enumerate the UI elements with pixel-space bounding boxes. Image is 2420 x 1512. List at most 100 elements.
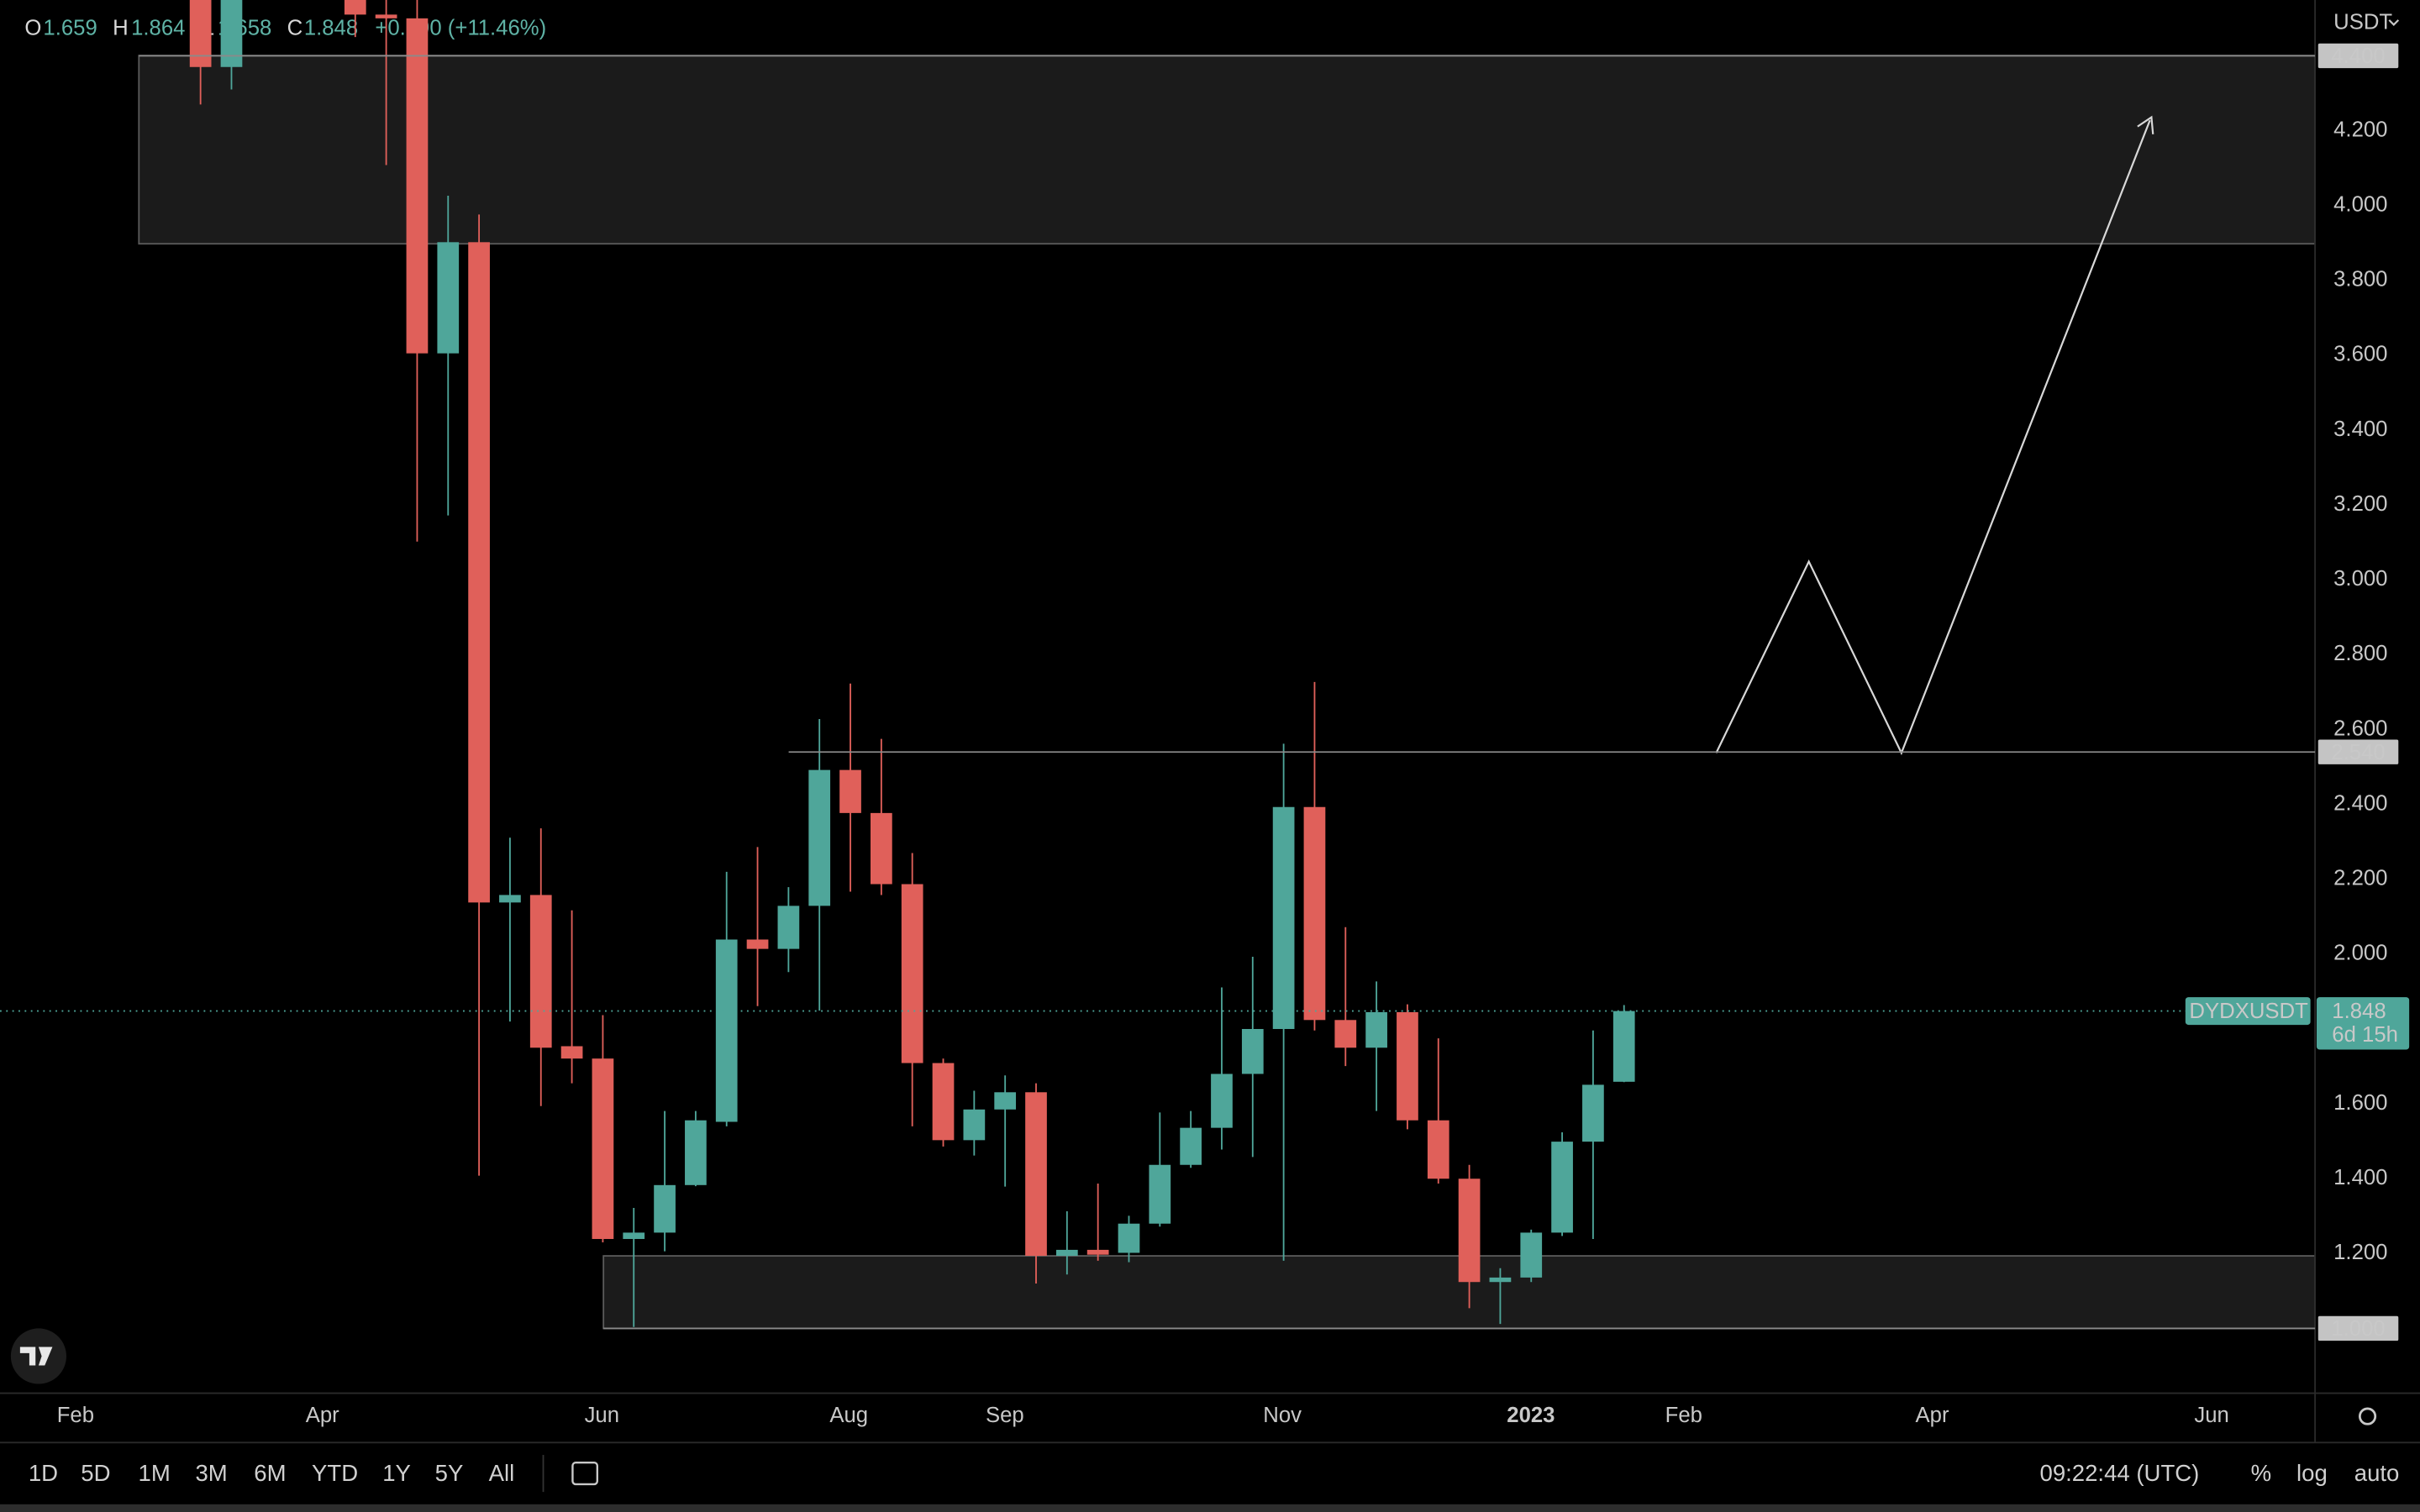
range-button[interactable]: All	[489, 1460, 515, 1486]
candle-body	[623, 1232, 645, 1239]
ohlc-label: O	[24, 17, 41, 40]
y-tick-label: 3.400	[2333, 417, 2387, 441]
auto-button[interactable]: auto	[2354, 1460, 2400, 1486]
range-button[interactable]: 6M	[254, 1460, 286, 1486]
candle-body	[189, 0, 212, 67]
range-button[interactable]: 5Y	[435, 1460, 464, 1486]
x-tick-label: Feb	[1665, 1404, 1702, 1427]
date-range-icon[interactable]	[571, 1462, 599, 1486]
y-tick-label: 2.800	[2333, 642, 2387, 665]
candle-body	[1025, 1092, 1047, 1257]
candle-body	[654, 1184, 676, 1233]
range-button[interactable]: 1M	[139, 1460, 171, 1486]
candle-body	[777, 906, 800, 949]
level-label-box	[2317, 43, 2399, 69]
range-button[interactable]: 1Y	[382, 1460, 411, 1486]
candle-body	[1118, 1223, 1140, 1253]
candle-body	[1334, 1020, 1357, 1048]
ohlc-label: H	[113, 17, 129, 40]
candle-body	[1365, 1011, 1387, 1048]
candle-body	[901, 884, 923, 1063]
y-tick-label: 2.200	[2333, 867, 2387, 890]
x-tick-label: Sep	[986, 1404, 1024, 1427]
y-tick-label: 3.000	[2333, 567, 2387, 591]
y-tick-label: 4.200	[2333, 118, 2387, 141]
x-tick-label: Aug	[829, 1404, 868, 1427]
range-button[interactable]: YTD	[312, 1460, 358, 1486]
candle-body	[685, 1120, 707, 1185]
candle-body	[344, 0, 366, 15]
level-label: 4.400	[2331, 45, 2385, 68]
settings-icon[interactable]	[2358, 1407, 2377, 1425]
symbol-box	[2185, 997, 2311, 1026]
ohlc-value: 1.848	[304, 17, 358, 40]
candle-body	[1180, 1127, 1202, 1165]
y-tick-label: 3.800	[2333, 268, 2387, 291]
candle-body	[1397, 1011, 1418, 1121]
candle-body	[1489, 1277, 1512, 1283]
y-tick-label: 2.400	[2333, 791, 2387, 815]
countdown-label: 6d 15h	[2332, 1023, 2398, 1047]
x-tick-label: Jun	[2194, 1404, 2228, 1427]
logo-mark	[19, 1347, 53, 1366]
projection-path	[1715, 119, 2151, 756]
candle-body	[1612, 1011, 1635, 1082]
y-tick-label: 4.000	[2333, 192, 2387, 216]
candle-body	[529, 895, 552, 1048]
candle-body	[1241, 1028, 1264, 1074]
range-button[interactable]: 5D	[81, 1460, 110, 1486]
y-tick-label: 1.600	[2333, 1091, 2387, 1115]
change-value: +0.190 (+11.46%)	[375, 17, 546, 40]
y-tick-label: 1.400	[2333, 1166, 2387, 1189]
candle-body	[1458, 1179, 1481, 1283]
currency-chevron[interactable]	[2388, 19, 2400, 26]
toolbar	[0, 1442, 2420, 1504]
candle-body	[1551, 1142, 1573, 1233]
logo[interactable]	[10, 1328, 66, 1384]
candle-body	[932, 1063, 955, 1141]
log-button[interactable]: log	[2296, 1460, 2328, 1486]
candle-body	[1055, 1249, 1078, 1257]
level-label: 1.000	[2331, 1317, 2385, 1341]
candle-body	[839, 769, 861, 813]
y-tick-label: 3.200	[2333, 492, 2387, 516]
x-tick-label: Apr	[306, 1404, 339, 1427]
candle-body	[1086, 1249, 1109, 1255]
range-button[interactable]: 3M	[195, 1460, 227, 1486]
candle-body	[1427, 1120, 1449, 1179]
clock: 09:22:44 (UTC)	[2040, 1460, 2200, 1486]
symbol-label: DYDXUSDT	[2189, 1000, 2308, 1023]
resistance-zone	[138, 55, 2317, 245]
candle-body	[871, 812, 892, 885]
x-tick-label: Jun	[585, 1404, 619, 1427]
candle-body	[1149, 1164, 1171, 1224]
candle-body	[406, 18, 429, 354]
ohlc-label: C	[287, 17, 303, 40]
ohlc-value: 1.659	[43, 17, 97, 40]
candle-body	[220, 0, 243, 67]
candle-body	[499, 895, 521, 903]
percent-button[interactable]: %	[2251, 1460, 2272, 1486]
candle-body	[560, 1046, 583, 1059]
candle-body	[468, 242, 490, 903]
y-tick-label: 2.600	[2333, 717, 2387, 740]
candle-body	[715, 939, 738, 1122]
candle-body	[746, 939, 769, 949]
currency-label[interactable]: USDT	[2333, 10, 2392, 34]
level-label-box	[2317, 1315, 2399, 1341]
candle-body	[1303, 806, 1326, 1021]
y-tick-label: 2.000	[2333, 942, 2387, 965]
x-tick-label: Nov	[1263, 1404, 1302, 1427]
candle-body	[437, 242, 460, 354]
y-tick-label: 1.200	[2333, 1241, 2387, 1264]
price-box	[2316, 997, 2410, 1050]
bottom-strip	[0, 1504, 2420, 1512]
range-button[interactable]: 1D	[29, 1460, 58, 1486]
x-tick-label: Feb	[57, 1404, 94, 1427]
candle-body	[808, 769, 831, 906]
ohlc-value: 1.864	[131, 17, 185, 40]
x-tick-label: 2023	[1507, 1404, 1555, 1427]
candle-body	[375, 14, 397, 18]
candle-body	[963, 1109, 986, 1141]
